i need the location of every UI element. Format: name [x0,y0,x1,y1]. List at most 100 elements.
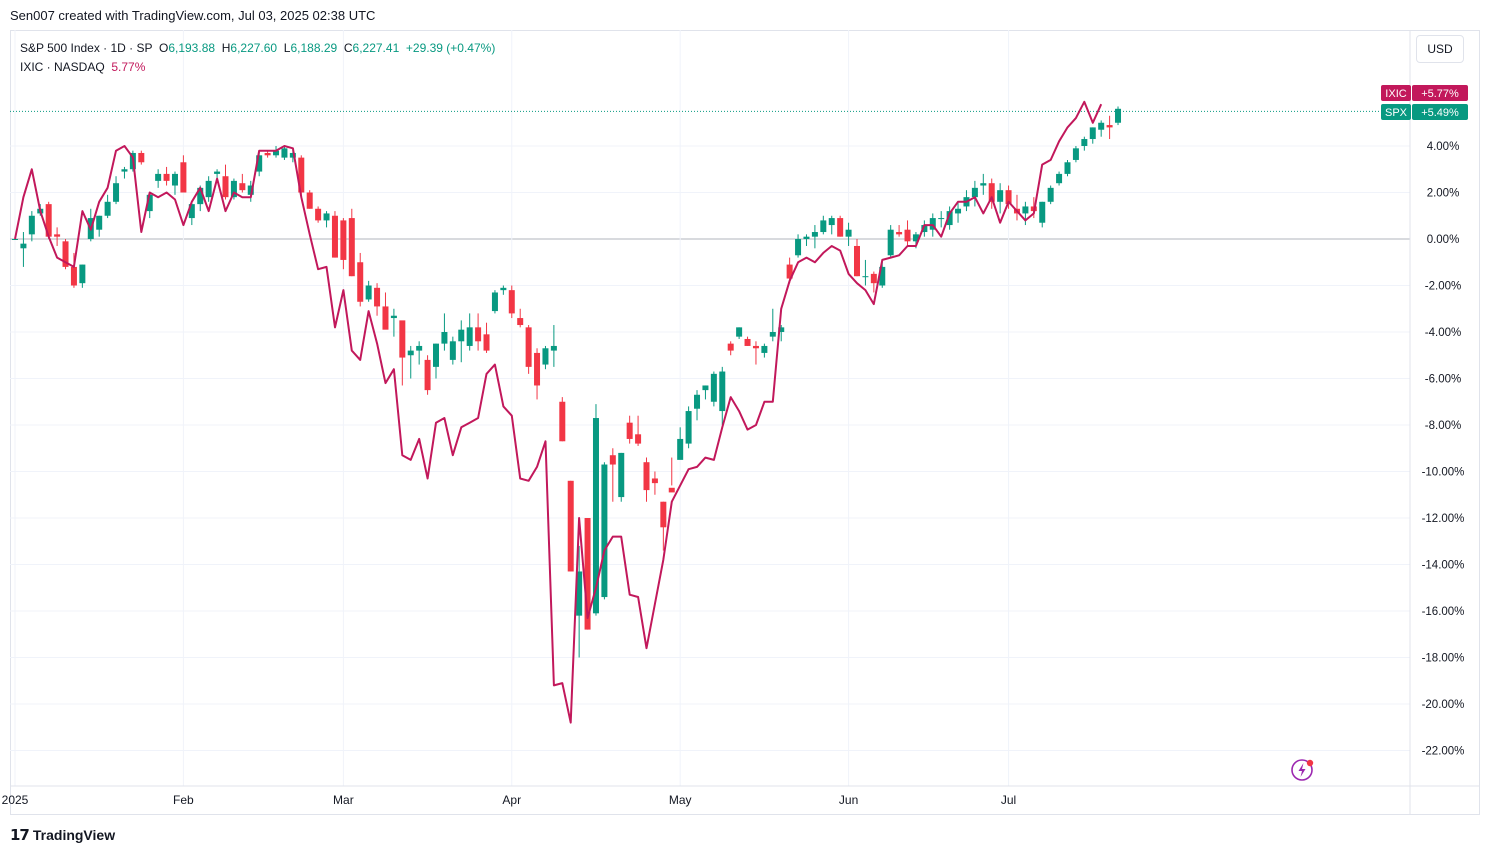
candle-body [567,480,574,572]
candle [399,320,406,386]
candle-body [1089,127,1096,140]
candle-body [222,176,229,198]
candle [180,155,187,193]
candle-body [820,220,827,233]
candle-body [904,229,911,242]
candle [845,222,852,246]
candle [542,345,549,370]
candle [601,462,608,600]
candle-body [618,452,625,498]
candle [382,292,389,330]
y-tick-label: 0.00% [1427,234,1460,246]
legend-compare-value: 5.77% [111,60,146,74]
candle [458,320,465,363]
candle [938,211,945,228]
y-tick-label: -16.00% [1422,606,1465,618]
y-tick-label: -4.00% [1425,327,1461,339]
candle [163,166,170,186]
candle [315,206,322,223]
candle [803,234,810,246]
candle [188,201,195,226]
legend-high: 6,227.60 [230,41,278,55]
currency-button[interactable]: USD [1416,35,1464,63]
candle [592,404,599,616]
candle-body [921,225,928,233]
candle [416,341,423,365]
candle [517,308,524,328]
candle [1064,159,1071,177]
candle-body [635,434,642,444]
candle [230,178,237,200]
candle-body [592,418,599,614]
candle-body [70,266,77,286]
y-tick-label: -14.00% [1422,560,1465,572]
last-label-value: +5.49% [1421,107,1459,119]
last-label-ixic: IXIC +5.77% [1381,85,1468,101]
candle-body [416,345,423,351]
candle-body [96,215,103,230]
candle [904,220,911,246]
candle [28,211,35,242]
candle-body [980,183,987,186]
x-tick-label: Apr [502,793,521,807]
last-label-name: SPX [1385,107,1408,119]
candle [121,166,128,179]
candle [323,211,330,228]
candle-body [424,359,431,391]
legend-open: 6,193.88 [168,41,216,55]
candle [946,206,953,230]
candle-body [12,239,18,240]
candle-body [685,411,692,444]
candle-body [929,218,936,230]
candle [828,215,835,235]
candle-body [256,155,263,172]
y-tick-label: -18.00% [1422,653,1465,665]
candle-body [441,332,448,344]
candle [113,176,120,205]
candle-body [651,478,658,484]
candle-body [879,266,886,286]
x-tick-label: Mar [333,793,354,807]
candle-body [374,287,381,307]
candle-body [163,173,170,181]
candle-body [845,229,852,237]
last-label-name-bg [1381,104,1411,120]
y-tick-label: -6.00% [1425,374,1461,386]
candle [357,252,364,307]
x-tick-label: Jul [1001,793,1016,807]
candle-body [230,180,237,198]
candle-body [786,264,793,279]
legend-symbol[interactable]: S&P 500 Index · 1D · SP [20,41,153,55]
brand-name: TradingView [32,827,116,843]
candle [264,150,271,158]
candle [1005,185,1012,209]
x-tick-label: 2025 [2,793,29,807]
candle-body [121,169,128,172]
candle-body [306,192,313,209]
candle [171,171,178,195]
y-tick-label: -10.00% [1422,467,1465,479]
candle-body [744,338,751,346]
chart-legend: S&P 500 Index · 1D · SP O6,193.88 H6,227… [20,39,495,77]
candle [668,457,675,493]
candle-body [180,162,187,193]
candle-body [719,371,726,412]
legend-high-label: H [221,41,231,55]
candle [1047,185,1054,205]
candle-body [643,462,650,491]
candle-body [214,171,221,174]
candle-body [761,345,768,353]
candle-body [340,220,347,260]
candle-body [1072,148,1079,160]
candle-body [803,236,810,239]
candle-body [273,150,280,156]
candle-body [171,173,178,186]
candle [1106,115,1113,140]
candle-body [769,332,776,337]
legend-compare-symbol[interactable]: IXIC · NASDAQ [20,60,105,74]
flash-icon[interactable] [1290,757,1316,783]
candle-body [955,208,962,214]
candle [449,336,456,365]
y-tick-label: -8.00% [1425,420,1461,432]
